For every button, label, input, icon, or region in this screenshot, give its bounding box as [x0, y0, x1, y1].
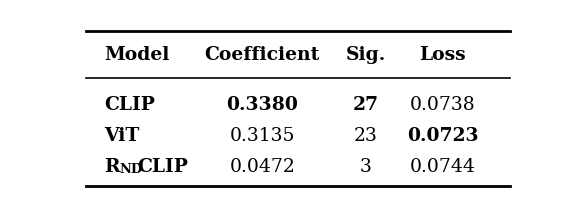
Text: CLIP: CLIP — [137, 158, 188, 176]
Text: 3: 3 — [360, 158, 372, 176]
Text: ND: ND — [119, 163, 143, 175]
Text: Loss: Loss — [419, 46, 466, 64]
Text: Model: Model — [104, 46, 170, 64]
Text: 0.0472: 0.0472 — [229, 158, 295, 176]
Text: 0.3380: 0.3380 — [226, 96, 298, 114]
Text: 0.3135: 0.3135 — [229, 127, 295, 145]
Text: 0.0723: 0.0723 — [407, 127, 478, 145]
Text: 0.0738: 0.0738 — [410, 96, 475, 114]
Text: Sig.: Sig. — [346, 46, 386, 64]
Text: ViT: ViT — [104, 127, 140, 145]
Text: 0.0744: 0.0744 — [410, 158, 475, 176]
Text: 23: 23 — [354, 127, 378, 145]
Text: R: R — [104, 158, 120, 176]
Text: CLIP: CLIP — [104, 96, 155, 114]
Text: Coefficient: Coefficient — [204, 46, 320, 64]
Text: 27: 27 — [353, 96, 379, 114]
